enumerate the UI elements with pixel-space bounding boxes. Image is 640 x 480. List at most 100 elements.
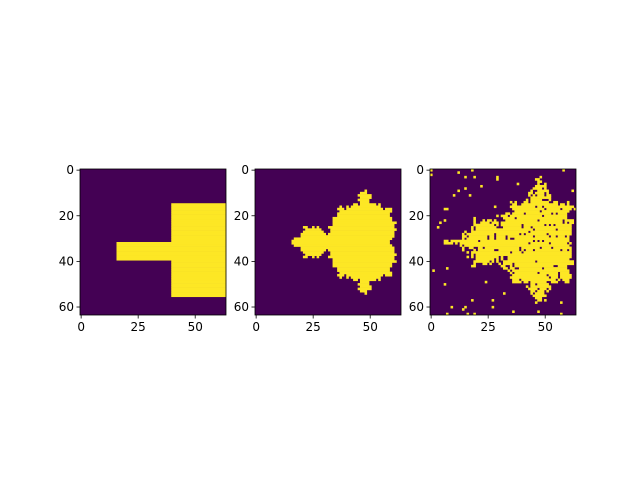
heatmap-cell-run [171,260,227,263]
heatmap-cell-run [461,248,465,252]
heatmap-cell-run [544,182,547,186]
heatmap-cell-run [471,251,511,254]
heatmap-cell-run [512,280,522,284]
heatmap-cell-run [477,246,483,250]
heatmap-cell-run [461,237,465,241]
heatmap-cell-run [300,235,395,238]
heatmap-cell-run [171,235,227,238]
heatmap-cell-run [466,251,470,254]
heatmap-cell-run [523,223,545,227]
heatmap-cell-run [357,194,372,197]
heatmap-cell-run [530,189,533,193]
heatmap-cell-run [550,242,568,245]
heatmap-cell-run [544,205,575,209]
heatmap-cell-run [491,305,495,309]
heatmap-cell-run [569,248,572,252]
heatmap-cell-run [466,237,488,241]
heatmap-cell-run [357,198,370,202]
heatmap-cell-run [328,248,395,252]
heatmap-cell-run [523,226,531,229]
heatmap-cell-run [509,264,513,268]
heatmap-cell-run [480,184,483,188]
x-tick-label: 50 [188,320,203,334]
heatmap-cell-run [503,226,522,229]
heatmap-cell-run [171,221,227,225]
heatmap-cell-run [537,180,543,183]
heatmap-cell-run [516,216,568,220]
heatmap-cell-run [339,276,342,279]
heatmap-cell-run [171,226,227,229]
heatmap-cell-run [171,232,227,236]
heatmap-cell-run [337,212,390,215]
heatmap-cell-run [461,235,467,238]
heatmap-cell-run [457,189,460,193]
y-tick-label: 20 [234,209,249,223]
heatmap-cell-run [507,235,533,238]
heatmap-cell-run [473,312,476,316]
y-tick-label: 60 [59,300,74,314]
heatmap-cell-run [312,255,315,259]
heatmap-cell-run [550,223,554,227]
heatmap-cell-run [450,239,479,243]
heatmap-cell-run [512,278,520,282]
heatmap-cell-run [480,239,533,243]
heatmap-cell-run [532,187,543,190]
heatmap-cell-run [560,301,563,304]
heatmap-cell-run [291,239,390,243]
heatmap-cell-run [548,198,552,202]
heatmap-cell-run [514,210,540,213]
heatmap-cell-run [359,203,377,206]
heatmap-cell-run [312,226,315,229]
heatmap-cell-run [459,244,463,247]
y-tick-label: 40 [234,254,249,268]
heatmap-cell-run [330,251,395,254]
heatmap-cell-run [171,264,227,268]
heatmap-cell-run [530,230,572,234]
heatmap-cell-run [471,169,474,172]
heatmap-cell-run [571,189,575,193]
heatmap-cell-run [291,242,390,245]
heatmap-cell-run [537,299,543,302]
heatmap-cell-run [328,232,395,236]
heatmap-cell-run [359,285,372,288]
heatmap-cell-run [498,248,520,252]
y-tick-label: 0 [66,163,74,177]
heatmap-cell-run [302,251,324,254]
y-tick-label: 40 [59,254,74,268]
heatmap-cell-run [514,237,570,241]
heatmap-cell-run [464,175,467,179]
heatmap-cell-run [507,269,511,272]
heatmap-cell-run [548,287,552,291]
heatmap-cell-run [171,294,227,298]
heatmap-cell-run [534,248,561,252]
heatmap-cell-run [500,257,504,261]
heatmap-cell-run [503,260,536,263]
heatmap-cell-run [350,276,381,279]
heatmap-cell-run [339,205,342,209]
heatmap-cell-run [475,226,497,229]
heatmap-cell-run [457,171,460,174]
heatmap-cell-run [500,214,508,218]
heatmap-cell-run [496,260,499,263]
heatmap-cell-run [171,276,227,279]
heatmap-cell-run [544,267,568,270]
heatmap-cell-run [491,221,499,225]
heatmap-cell-run [537,283,549,286]
heatmap-cell-run [489,262,492,266]
heatmap-cell-run [507,257,570,261]
x-tick-label: 25 [131,320,146,334]
heatmap-cell-run [493,219,497,222]
heatmap-cell-run [525,212,552,215]
heatmap-cell-run [512,203,517,206]
heatmap-cell-run [171,210,227,213]
heatmap-cell-run [477,248,495,252]
heatmap-cell-run [332,257,395,261]
heatmap-cell-run [516,182,520,186]
heatmap-cell-run [560,271,570,275]
heatmap-cell-run [171,212,227,215]
heatmap-cell-run [509,205,536,209]
heatmap-cell-run [171,205,227,209]
heatmap-cell-run [496,232,520,236]
heatmap-cell-run [359,289,368,293]
